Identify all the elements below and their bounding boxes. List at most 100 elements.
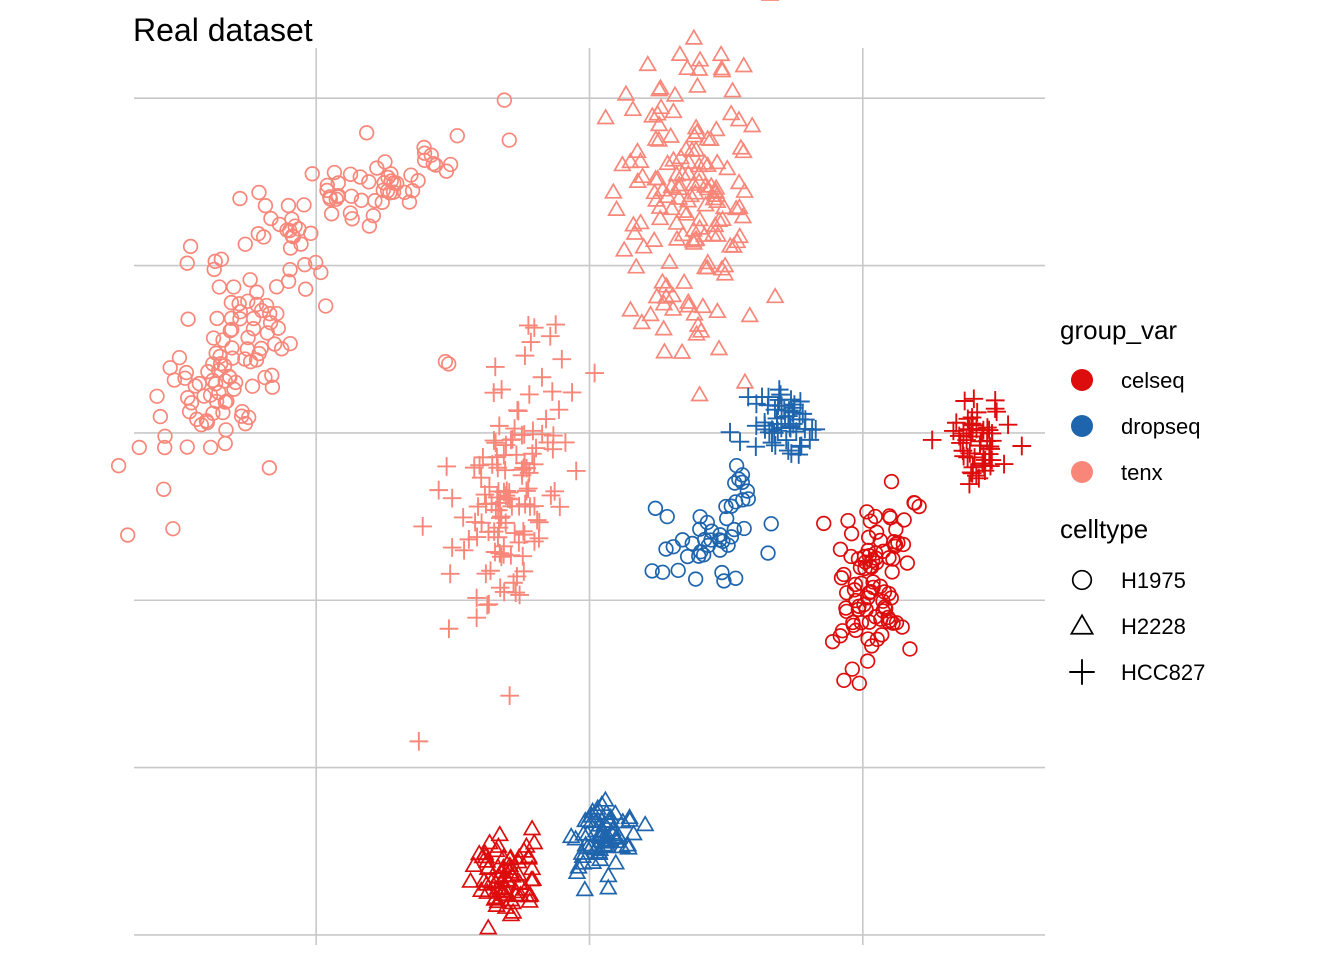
data-point-dropseq-h1975	[760, 545, 776, 561]
data-point-tenx-h2228	[632, 313, 652, 330]
legend: group_var celseq dropseq tenx celltype H19…	[1060, 315, 1205, 685]
data-point-tenx-hcc827	[439, 619, 459, 639]
data-point-tenx-h2228	[649, 130, 669, 147]
chart-title: Real dataset	[133, 12, 313, 48]
data-point-tenx-h1975	[171, 349, 188, 366]
data-point-celseq-h2228	[490, 825, 510, 842]
data-point-tenx-h1975	[257, 197, 274, 214]
data-point-tenx-hcc827	[442, 538, 462, 557]
data-point-tenx-h1975	[162, 360, 178, 376]
data-point-tenx-h1975	[181, 403, 198, 420]
data-point-tenx-h2228	[707, 153, 727, 170]
data-point-tenx-h1975	[303, 225, 319, 242]
data-point-tenx-h1975	[180, 311, 196, 327]
data-point-celseq-hcc827	[963, 420, 982, 440]
data-point-tenx-h2228	[730, 197, 749, 214]
data-point-dropseq-hcc827	[758, 395, 778, 415]
data-point-tenx-h2228	[701, 176, 721, 193]
data-point-tenx-hcc827	[442, 488, 462, 508]
data-point-tenx-h2228	[684, 220, 703, 237]
data-point-celseq-h2228	[503, 866, 523, 883]
data-point-celseq-h2228	[517, 836, 536, 853]
data-point-tenx-hcc827	[409, 732, 429, 751]
data-point-tenx-hcc827	[556, 433, 575, 452]
data-point-dropseq-h1975	[723, 529, 740, 545]
data-point-tenx-h2228	[669, 178, 689, 196]
data-point-tenx-h1975	[416, 152, 433, 168]
data-point-tenx-h1975	[501, 132, 517, 148]
data-point-tenx-h2228	[703, 225, 723, 242]
data-point-tenx-hcc827	[519, 316, 538, 335]
legend-key-hcc827	[1069, 659, 1095, 685]
data-point-celseq-h1975	[886, 533, 902, 550]
data-point-tenx-h1975	[251, 184, 267, 201]
data-point-tenx-hcc827	[492, 380, 511, 399]
data-point-celseq-h1975	[884, 564, 900, 580]
data-point-tenx-h2228	[624, 215, 643, 232]
data-point-dropseq-h1975	[703, 532, 719, 548]
data-point-tenx-h1975	[182, 238, 199, 255]
data-point-tenx-h2228	[713, 209, 732, 227]
data-point-tenx-hcc827	[525, 532, 544, 551]
data-point-celseq-h2228	[503, 902, 523, 919]
data-point-tenx-h2228	[663, 286, 683, 303]
data-point-tenx-hcc827	[502, 496, 522, 516]
data-point-tenx-h1975	[322, 189, 338, 205]
data-point-tenx-h2228	[712, 59, 732, 76]
data-point-tenx-hcc827	[497, 481, 517, 501]
data-point-tenx-hcc827	[532, 367, 552, 387]
data-point-tenx-h1975	[232, 311, 248, 327]
data-point-celseq-hcc827	[964, 389, 984, 409]
data-point-tenx-h1975	[207, 376, 224, 392]
data-point-tenx-h2228	[613, 155, 632, 172]
data-point-tenx-h1975	[342, 166, 359, 182]
data-point-tenx-h1975	[257, 369, 273, 386]
data-point-tenx-h2228	[679, 152, 699, 169]
data-points	[110, 0, 1032, 935]
data-point-tenx-h2228	[690, 210, 709, 227]
data-point-tenx-hcc827	[504, 573, 523, 593]
data-point-tenx-h2228	[604, 182, 623, 199]
data-point-tenx-h2228	[638, 55, 658, 72]
data-point-celseq-h2228	[461, 871, 480, 888]
data-point-tenx-h2228	[660, 252, 679, 269]
data-point-tenx-h1975	[250, 226, 266, 242]
data-point-tenx-h1975	[258, 297, 275, 314]
data-point-tenx-h1975	[318, 298, 334, 314]
data-point-tenx-hcc827	[517, 458, 536, 478]
data-point-tenx-h1975	[361, 218, 378, 234]
data-point-dropseq-h1975	[658, 541, 674, 557]
data-point-celseq-h1975	[840, 512, 856, 529]
data-point-celseq-h2228	[488, 892, 508, 909]
data-point-tenx-h2228	[726, 199, 746, 216]
data-point-tenx-hcc827	[479, 522, 498, 542]
data-point-tenx-h2228	[646, 169, 665, 186]
data-point-tenx-h2228	[614, 240, 634, 257]
data-point-celseq-h1975	[881, 508, 898, 524]
data-point-tenx-h1975	[425, 156, 441, 172]
data-point-tenx-h2228	[669, 188, 689, 205]
data-point-tenx-h2228	[690, 385, 709, 402]
data-point-dropseq-h2228	[590, 824, 610, 841]
data-point-tenx-h2228	[727, 232, 747, 249]
data-point-tenx-hcc827	[437, 457, 457, 476]
data-point-tenx-h1975	[165, 521, 181, 537]
data-point-celseq-h2228	[496, 897, 516, 914]
data-point-dropseq-h2228	[613, 812, 633, 829]
data-point-tenx-h1975	[262, 306, 278, 322]
data-point-tenx-h1975	[264, 379, 281, 395]
data-point-tenx-h1975	[441, 356, 457, 372]
data-point-tenx-h1975	[226, 381, 242, 397]
legend-label-hcc827: HCC827	[1121, 660, 1205, 685]
data-point-tenx-h1975	[202, 439, 219, 456]
data-point-dropseq-hcc827	[789, 445, 809, 464]
data-point-tenx-h1975	[180, 390, 196, 406]
data-point-tenx-h1975	[208, 345, 224, 361]
data-point-celseq-h1975	[863, 559, 880, 575]
data-point-celseq-h1975	[888, 521, 904, 538]
data-point-dropseq-h2228	[603, 825, 623, 842]
data-point-tenx-h1975	[328, 191, 344, 207]
data-point-tenx-h2228	[621, 152, 640, 169]
data-point-tenx-h2228	[670, 44, 690, 61]
data-point-tenx-h1975	[365, 207, 382, 224]
